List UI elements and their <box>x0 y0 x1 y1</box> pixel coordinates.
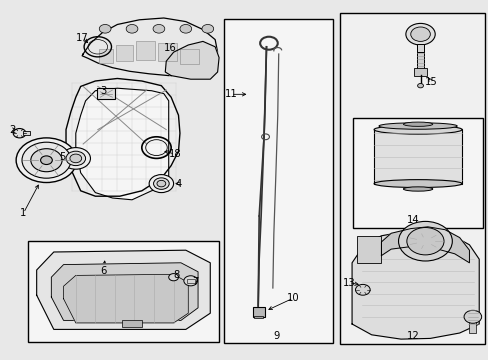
Circle shape <box>355 284 369 295</box>
Bar <box>416 52 424 69</box>
Polygon shape <box>63 274 188 323</box>
Bar <box>23 131 30 135</box>
Bar <box>136 41 155 60</box>
Bar <box>252 307 264 317</box>
Circle shape <box>417 84 423 88</box>
Bar <box>28 241 219 342</box>
Bar <box>186 279 194 283</box>
Polygon shape <box>381 227 468 263</box>
Text: 6: 6 <box>100 266 107 276</box>
Bar <box>356 236 381 263</box>
Circle shape <box>16 138 77 183</box>
Bar <box>99 49 113 63</box>
Circle shape <box>180 24 191 33</box>
Circle shape <box>153 24 164 33</box>
Bar <box>468 310 475 333</box>
Text: 18: 18 <box>168 149 181 159</box>
Text: 13: 13 <box>342 278 355 288</box>
Text: 12: 12 <box>406 330 419 341</box>
Bar <box>416 44 424 52</box>
Bar <box>254 316 263 318</box>
Circle shape <box>13 129 26 138</box>
Circle shape <box>157 180 165 187</box>
Circle shape <box>70 154 81 163</box>
Circle shape <box>66 151 85 166</box>
Circle shape <box>153 178 169 189</box>
Text: 7: 7 <box>192 276 199 287</box>
Text: 15: 15 <box>424 77 437 87</box>
Text: 14: 14 <box>406 215 419 225</box>
Bar <box>116 45 133 61</box>
Bar <box>97 88 115 99</box>
Circle shape <box>406 228 443 255</box>
Polygon shape <box>82 18 217 76</box>
Ellipse shape <box>403 122 432 126</box>
Circle shape <box>41 156 52 165</box>
Circle shape <box>61 148 90 169</box>
Circle shape <box>22 142 71 178</box>
Circle shape <box>463 310 481 323</box>
Circle shape <box>202 24 213 33</box>
Text: 2: 2 <box>9 125 16 135</box>
Polygon shape <box>37 250 210 329</box>
Circle shape <box>126 24 138 33</box>
Text: 17: 17 <box>76 33 88 43</box>
Ellipse shape <box>378 123 456 129</box>
Text: 8: 8 <box>173 270 179 280</box>
Text: 3: 3 <box>101 86 106 96</box>
Bar <box>352 118 482 228</box>
Circle shape <box>99 24 111 33</box>
Bar <box>413 68 426 76</box>
Bar <box>180 49 199 64</box>
Circle shape <box>183 276 197 286</box>
Text: 4: 4 <box>175 179 181 189</box>
Text: 9: 9 <box>272 330 279 341</box>
Circle shape <box>149 175 173 193</box>
Polygon shape <box>351 231 478 339</box>
Ellipse shape <box>373 125 461 134</box>
Circle shape <box>410 27 429 41</box>
Ellipse shape <box>373 180 461 188</box>
Circle shape <box>405 23 434 45</box>
Bar <box>158 43 177 61</box>
Bar <box>224 19 333 343</box>
Polygon shape <box>66 78 180 196</box>
Circle shape <box>168 274 178 281</box>
Text: 5: 5 <box>59 152 66 162</box>
Text: 10: 10 <box>286 293 299 303</box>
Circle shape <box>398 221 451 261</box>
Text: 11: 11 <box>224 89 237 99</box>
Ellipse shape <box>403 187 432 191</box>
Bar <box>339 13 484 344</box>
Bar <box>122 320 142 327</box>
Polygon shape <box>165 41 219 79</box>
Bar <box>373 129 461 184</box>
Circle shape <box>31 149 62 172</box>
Text: 1: 1 <box>20 208 27 218</box>
Polygon shape <box>76 88 168 200</box>
Text: 16: 16 <box>163 42 176 53</box>
Polygon shape <box>51 263 198 320</box>
